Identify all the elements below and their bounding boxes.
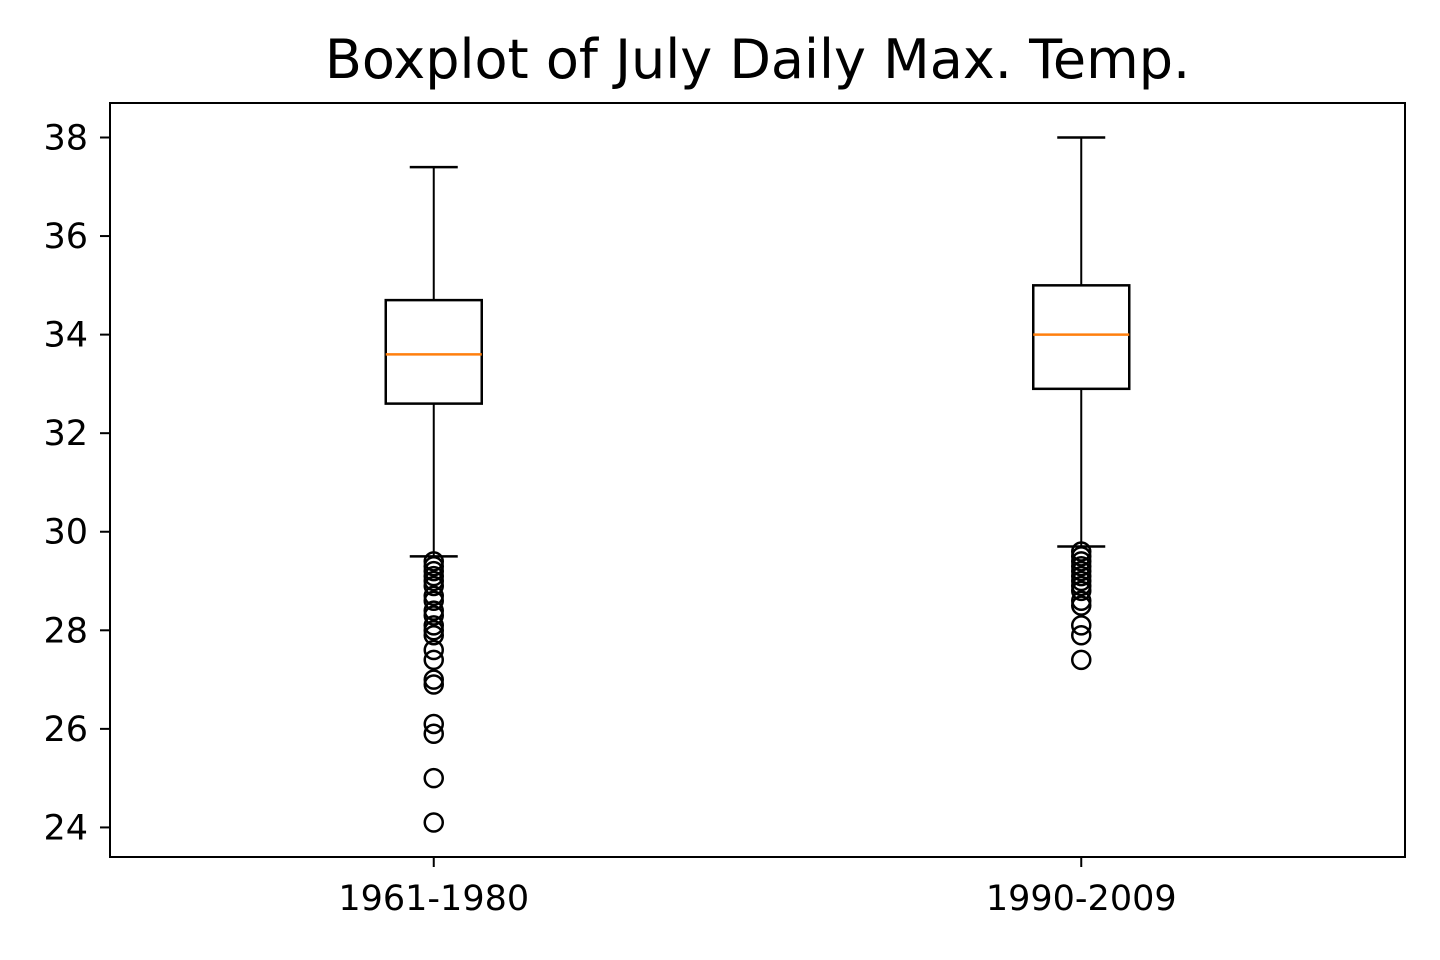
outlier-point xyxy=(423,723,444,745)
y-tick-label: 34 xyxy=(43,316,88,356)
outlier-point xyxy=(1071,560,1092,582)
outlier-point xyxy=(423,649,444,671)
box-body xyxy=(1032,284,1131,391)
outlier-point xyxy=(423,575,444,597)
outlier-point xyxy=(423,570,444,592)
boxes-group xyxy=(384,136,1131,833)
y-tick-label: 36 xyxy=(43,217,88,257)
y-tick-label: 26 xyxy=(43,710,88,750)
x-tick-label: 1990-2009 xyxy=(986,879,1177,919)
outlier-point xyxy=(423,590,444,611)
x-axis: 1961-1980 1990-2009 xyxy=(338,857,1177,919)
outlier-point xyxy=(423,555,444,577)
y-tick-label: 24 xyxy=(43,808,88,848)
y-tick-label: 28 xyxy=(43,611,88,651)
outlier-point xyxy=(423,812,444,833)
box-body xyxy=(384,298,483,405)
outlier-point xyxy=(423,600,444,621)
outlier-point xyxy=(1071,570,1092,592)
outlier-point xyxy=(423,674,444,695)
outlier-point xyxy=(1071,541,1092,562)
outlier-point xyxy=(423,767,444,789)
outlier-point xyxy=(1071,624,1092,646)
y-tick-label: 38 xyxy=(43,118,88,158)
outlier-point xyxy=(423,620,444,641)
box-1990-2009 xyxy=(1032,136,1131,671)
outlier-point xyxy=(423,713,444,735)
outlier-point xyxy=(1071,551,1092,572)
y-tick-label: 32 xyxy=(43,414,88,454)
y-axis: 24 26 28 30 32 34 36 38 xyxy=(43,118,110,848)
outlier-point xyxy=(1071,546,1092,567)
outlier-point xyxy=(1071,555,1092,577)
outlier-point xyxy=(423,639,444,661)
chart-title: Boxplot of July Daily Max. Temp. xyxy=(324,28,1191,91)
outlier-point xyxy=(423,565,444,587)
box-1961-1980 xyxy=(384,165,483,833)
outlier-point xyxy=(1071,575,1092,597)
outlier-point xyxy=(423,615,444,636)
outlier-point xyxy=(423,669,444,690)
outlier-point xyxy=(1071,595,1092,616)
outlier-point xyxy=(1071,649,1092,671)
outlier-point xyxy=(1071,565,1092,587)
outlier-point xyxy=(423,551,444,572)
y-tick-label: 30 xyxy=(43,513,88,553)
x-tick-label: 1961-1980 xyxy=(338,879,529,919)
outlier-point xyxy=(423,624,444,646)
outlier-point xyxy=(423,585,444,607)
outlier-point xyxy=(423,605,444,626)
plot-area-frame xyxy=(109,102,1406,858)
outlier-point xyxy=(1071,590,1092,611)
outlier-point xyxy=(423,560,444,582)
outlier-point xyxy=(1071,580,1092,602)
outlier-point xyxy=(1071,615,1092,636)
